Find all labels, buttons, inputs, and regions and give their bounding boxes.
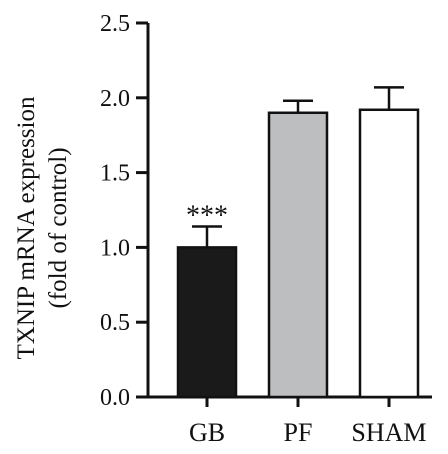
bar xyxy=(358,108,420,399)
bar-group-pf xyxy=(267,99,329,399)
bar xyxy=(267,111,329,399)
x-tick-labels: GB PF SHAM xyxy=(189,397,427,447)
y-tick-label: 0.0 xyxy=(100,385,130,411)
y-tick-label: 0.5 xyxy=(100,310,130,336)
x-tick-label: PF xyxy=(284,418,313,447)
y-axis-title: TXNIP mRNA expression (fold of control) xyxy=(13,96,72,359)
bar-group-sham xyxy=(358,86,420,399)
y-tick-label: 1.0 xyxy=(100,235,130,261)
bars: *** xyxy=(176,86,420,399)
y-tick-label: 2.0 xyxy=(100,86,130,112)
x-tick-label: GB xyxy=(189,418,225,447)
significance-label: *** xyxy=(186,200,228,231)
bar xyxy=(176,246,238,399)
bar-group-gb: *** xyxy=(176,200,238,399)
y-axis-title-line1: TXNIP mRNA expression xyxy=(13,96,40,359)
x-tick-label: SHAM xyxy=(351,418,426,447)
y-axis-title-line2: (fold of control) xyxy=(45,147,72,308)
y-tick-label: 1.5 xyxy=(100,161,130,187)
y-ticks: 0.0 0.5 1.0 1.5 2.0 2.5 xyxy=(100,11,148,411)
y-tick-label: 2.5 xyxy=(100,11,130,37)
